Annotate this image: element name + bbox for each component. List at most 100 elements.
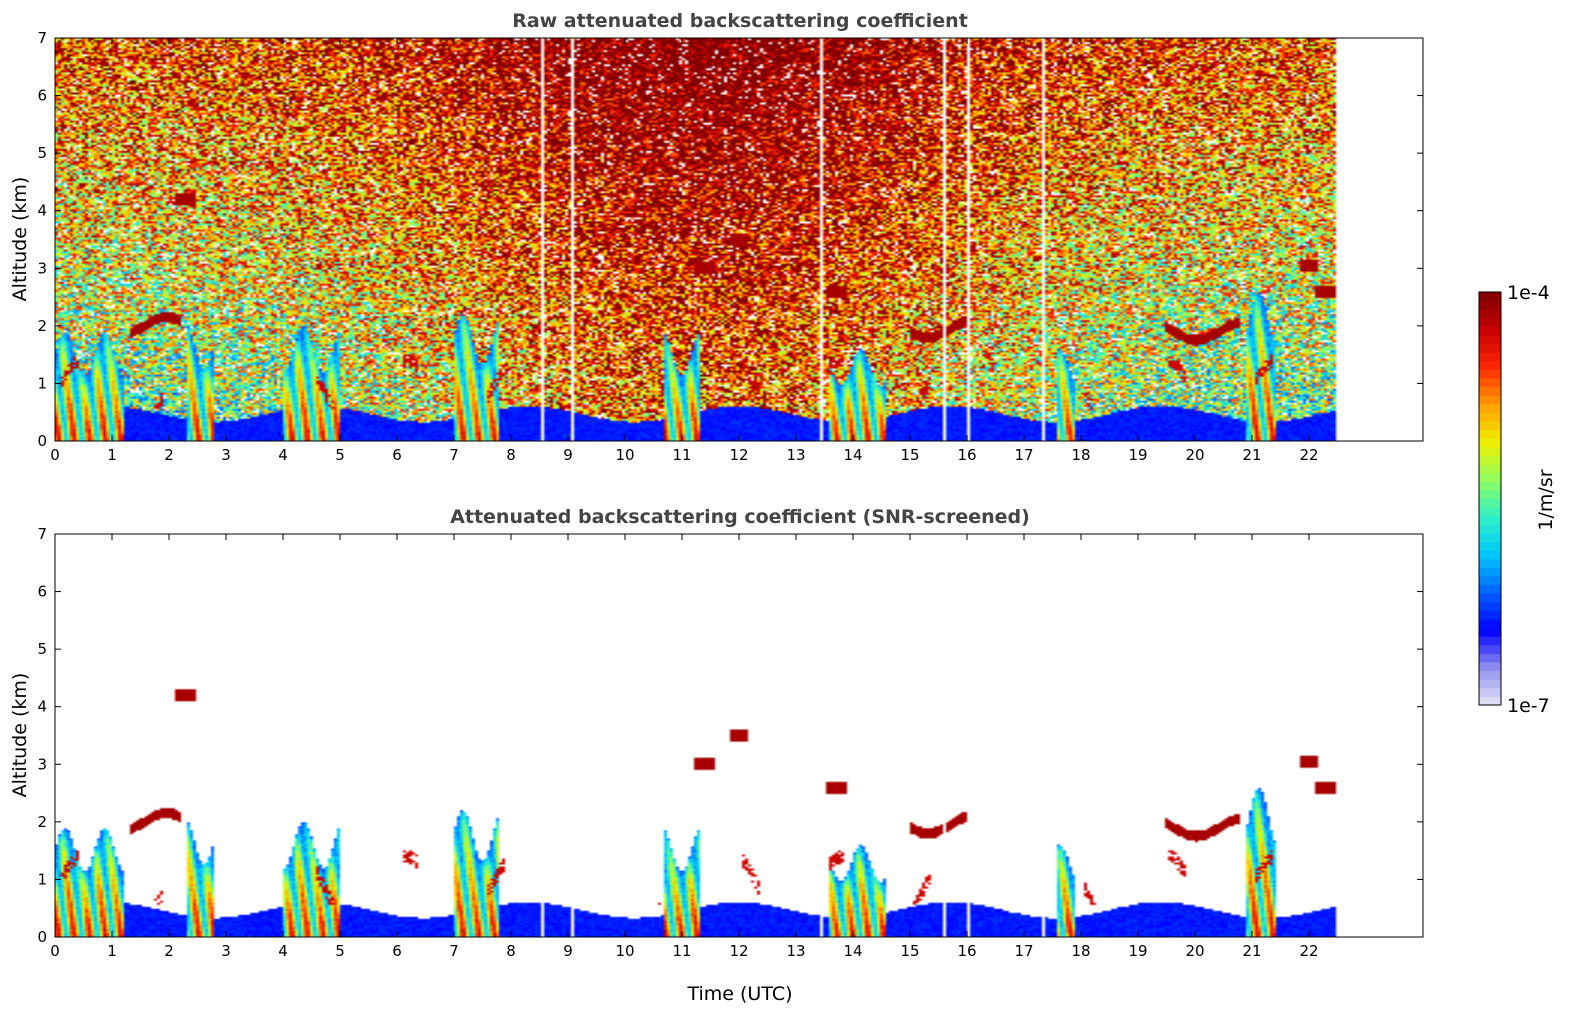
panel-screened-xlabel: Time (UTC)	[686, 983, 792, 1005]
colorbar-band	[1479, 498, 1501, 508]
x-tick-label: 17	[1014, 942, 1033, 960]
x-tick-label: 2	[164, 446, 174, 464]
colorbar-band	[1479, 541, 1501, 551]
colorbar-band	[1479, 421, 1501, 431]
colorbar-label: 1/m/sr	[1535, 469, 1557, 530]
y-tick-label: 0	[37, 432, 47, 450]
colorbar-band	[1479, 575, 1501, 586]
x-tick-label: 3	[221, 942, 231, 960]
colorbar-frame	[1478, 291, 1502, 706]
colorbar-band	[1479, 601, 1501, 611]
x-tick-label: 13	[786, 942, 805, 960]
x-tick-label: 10	[615, 942, 634, 960]
colorbar-band	[1479, 670, 1501, 680]
colorbar-band	[1479, 386, 1501, 396]
colorbar-band	[1479, 343, 1501, 353]
x-tick-label: 11	[672, 942, 691, 960]
colorbar-band	[1479, 679, 1501, 689]
colorbar-band	[1479, 584, 1501, 594]
colorbar-band	[1479, 455, 1501, 465]
x-tick-label: 8	[506, 942, 516, 960]
x-tick-label: 16	[957, 942, 976, 960]
y-tick-label: 5	[37, 144, 47, 162]
colorbar-band	[1479, 360, 1501, 370]
colorbar-min-label: 1e-7	[1507, 695, 1550, 717]
x-tick-label: 1	[107, 446, 117, 464]
y-tick-label: 0	[37, 928, 47, 946]
y-tick-label: 7	[37, 29, 47, 47]
y-tick-label: 3	[37, 259, 47, 277]
screened-heatmap	[55, 534, 1423, 937]
x-tick-label: 9	[563, 942, 573, 960]
x-tick-label: 22	[1299, 446, 1318, 464]
x-tick-label: 7	[449, 446, 459, 464]
colorbar: 1e-4 1e-7 1/m/sr	[1478, 282, 1557, 717]
colorbar-max-label: 1e-4	[1507, 282, 1550, 304]
y-tick-label: 6	[37, 87, 47, 105]
x-tick-label: 12	[729, 446, 748, 464]
colorbar-band	[1479, 593, 1501, 603]
x-tick-label: 0	[50, 446, 60, 464]
x-tick-label: 14	[843, 942, 862, 960]
y-tick-label: 2	[37, 813, 47, 831]
colorbar-band	[1479, 567, 1501, 577]
y-tick-label: 1	[37, 870, 47, 888]
y-tick-label: 7	[37, 525, 47, 543]
x-tick-label: 15	[900, 942, 919, 960]
colorbar-band	[1479, 618, 1501, 629]
panel-raw-x-ticks: 0 1 2 3 4 5 6 7 8 9 10 11 12 13 14 15 16 17 18 19 20 21 22	[50, 38, 1319, 464]
x-tick-label: 17	[1014, 446, 1033, 464]
panel-screened-title: Attenuated backscattering coefficient (S…	[450, 506, 1030, 528]
colorbar-band	[1479, 326, 1501, 336]
raw-heatmap	[55, 38, 1423, 441]
y-tick-label: 4	[37, 202, 47, 220]
x-tick-label: 12	[729, 942, 748, 960]
x-tick-label: 11	[672, 446, 691, 464]
x-tick-label: 14	[843, 446, 862, 464]
colorbar-band	[1479, 446, 1501, 456]
colorbar-band	[1479, 636, 1501, 646]
colorbar-band	[1479, 309, 1501, 319]
colorbar-band	[1479, 464, 1501, 474]
y-tick-label: 4	[37, 698, 47, 716]
x-tick-label: 18	[1071, 942, 1090, 960]
colorbar-band	[1479, 687, 1501, 697]
panel-raw-title: Raw attenuated backscattering coefficien…	[512, 10, 968, 32]
panel-raw: Raw attenuated backscattering coefficien…	[9, 10, 1424, 464]
colorbar-band	[1479, 472, 1501, 482]
x-tick-label: 3	[221, 446, 231, 464]
colorbar-band	[1479, 300, 1501, 310]
x-tick-label: 5	[335, 942, 345, 960]
colorbar-band	[1479, 412, 1501, 422]
x-tick-label: 18	[1071, 446, 1090, 464]
panel-raw-ylabel: Altitude (km)	[9, 177, 31, 302]
x-tick-label: 9	[563, 446, 573, 464]
y-tick-label: 5	[37, 640, 47, 658]
colorbar-band	[1479, 489, 1501, 499]
colorbar-band	[1479, 429, 1501, 439]
x-tick-label: 4	[278, 942, 288, 960]
x-tick-label: 1	[107, 942, 117, 960]
colorbar-band	[1479, 317, 1501, 327]
colorbar-band	[1479, 403, 1501, 413]
colorbar-band	[1479, 378, 1501, 388]
colorbar-band	[1479, 352, 1501, 362]
colorbar-band	[1479, 369, 1501, 379]
x-tick-label: 4	[278, 446, 288, 464]
colorbar-band	[1479, 481, 1501, 491]
y-tick-label: 2	[37, 317, 47, 335]
x-tick-label: 20	[1185, 942, 1204, 960]
colorbar-band	[1479, 558, 1501, 568]
x-tick-label: 19	[1128, 446, 1147, 464]
x-tick-label: 6	[392, 446, 402, 464]
colorbar-band	[1479, 696, 1501, 706]
colorbar-band	[1479, 627, 1501, 637]
panel-screened: Attenuated backscattering coefficient (S…	[9, 506, 1424, 1005]
x-tick-label: 19	[1128, 942, 1147, 960]
colorbar-band	[1479, 292, 1501, 302]
colorbar-band	[1479, 550, 1501, 560]
colorbar-band	[1479, 644, 1501, 654]
x-tick-label: 21	[1242, 942, 1261, 960]
x-tick-label: 16	[957, 446, 976, 464]
panel-raw-y-ticks: 0 1 2 3 4 5 6 7	[37, 29, 1423, 450]
